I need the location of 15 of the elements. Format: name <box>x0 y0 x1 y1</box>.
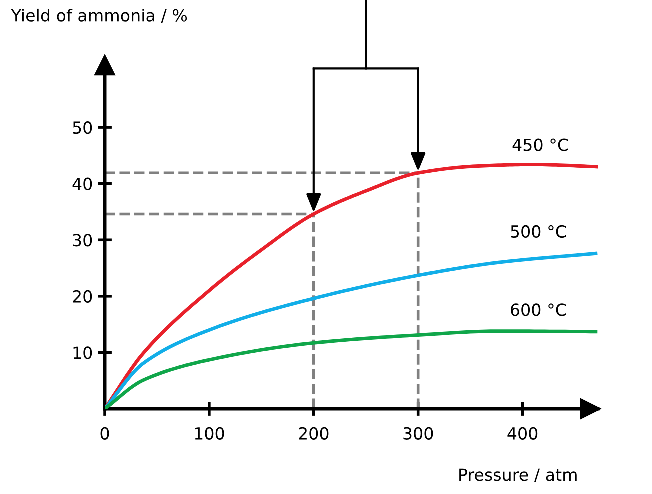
series-label: 450 °C <box>512 138 568 152</box>
y-axis-title: Yield of ammonia / % <box>11 8 188 24</box>
x-tick-label: 300 <box>404 427 434 440</box>
y-tick-label: 10 <box>74 346 92 360</box>
y-tick-label: 20 <box>73 290 92 303</box>
y-tick-label: 40 <box>72 178 92 190</box>
x-tick-label: 100 <box>195 427 224 440</box>
series-label: 600 °C <box>511 304 566 316</box>
y-tick-label: 30 <box>73 234 92 247</box>
x-tick-label: 400 <box>508 427 538 440</box>
x-tick-label: 200 <box>299 427 329 440</box>
x-tick-label: 0 <box>100 427 110 440</box>
x-axis-title: Pressure / atm <box>460 468 577 483</box>
series-label: 500 °C <box>511 225 566 238</box>
y-tick-label: 50 <box>73 122 92 134</box>
